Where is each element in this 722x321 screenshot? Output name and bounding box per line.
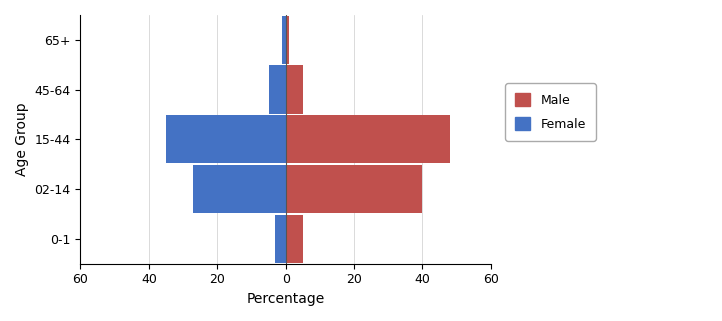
Bar <box>275 215 286 263</box>
Bar <box>286 16 289 64</box>
Bar <box>286 115 450 163</box>
Legend: Male, Female: Male, Female <box>505 83 596 141</box>
Bar <box>269 65 286 114</box>
Bar <box>286 65 303 114</box>
Bar <box>286 165 422 213</box>
X-axis label: Percentage: Percentage <box>246 292 325 306</box>
Bar <box>286 215 303 263</box>
Bar <box>193 165 286 213</box>
Bar <box>166 115 286 163</box>
Y-axis label: Age Group: Age Group <box>15 102 29 176</box>
Bar <box>282 16 286 64</box>
